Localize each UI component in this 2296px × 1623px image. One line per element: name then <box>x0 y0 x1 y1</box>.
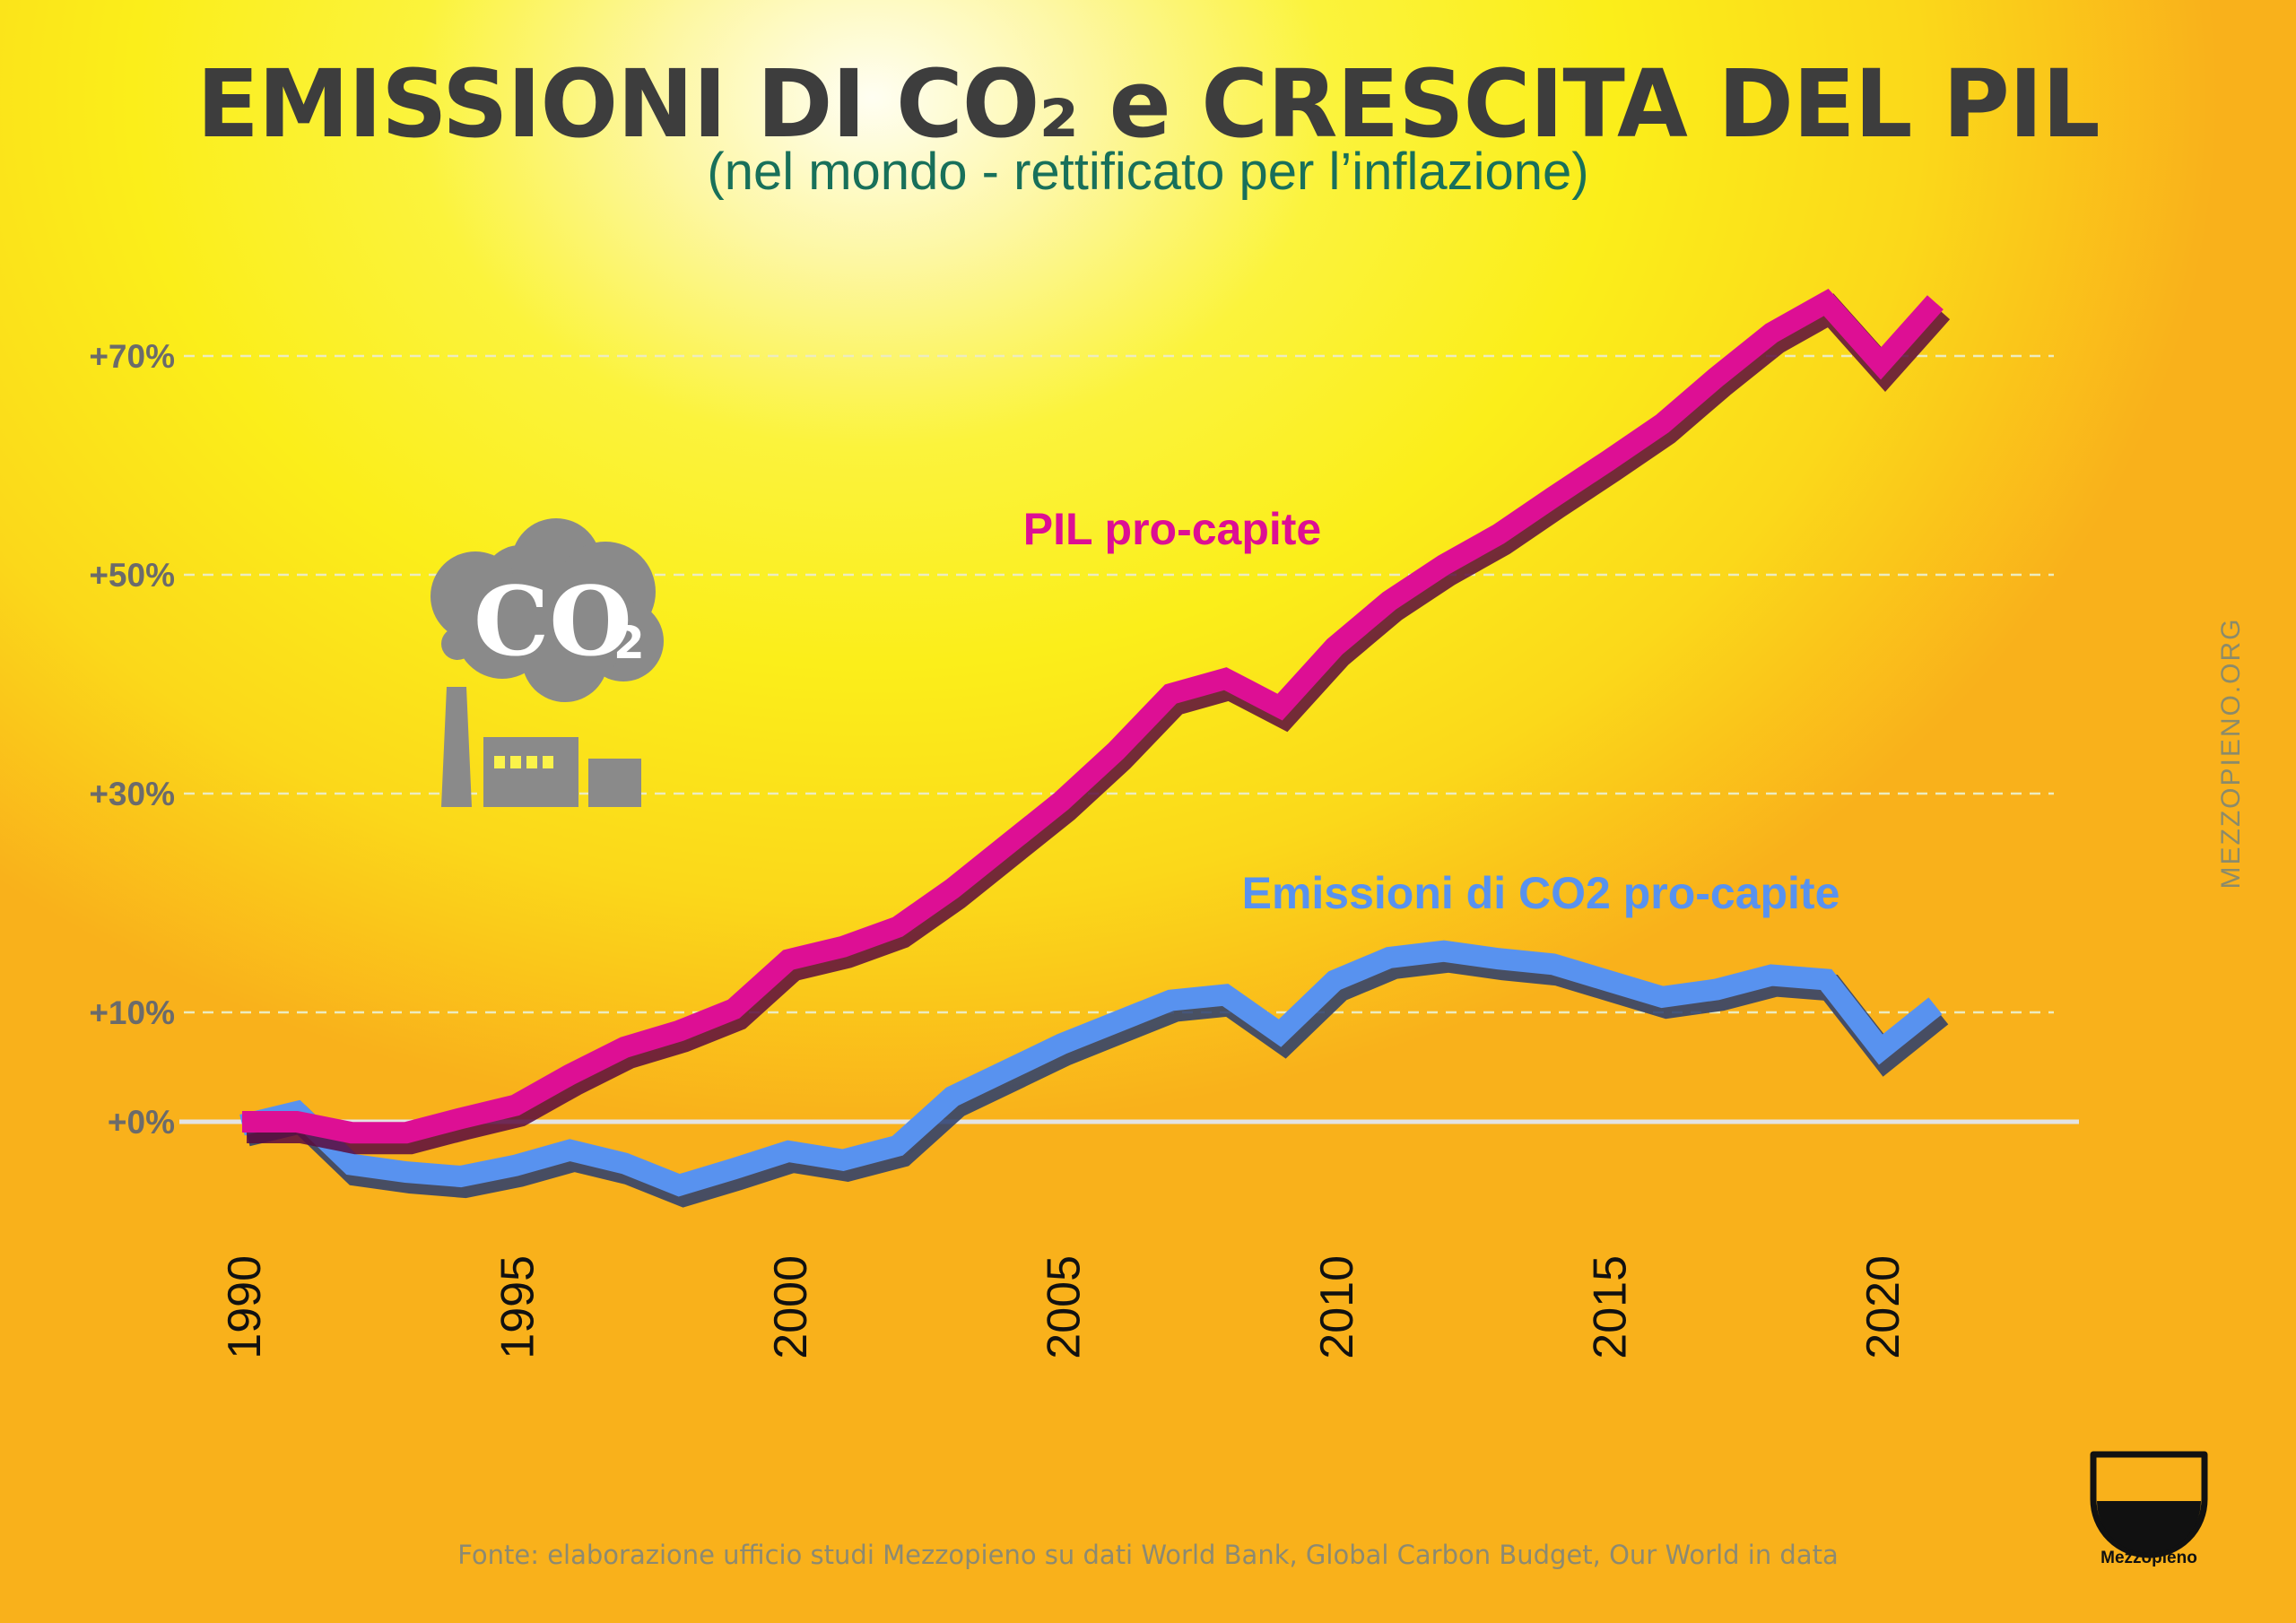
x-tick-label: 2000 <box>765 1255 817 1359</box>
x-tick-label: 2020 <box>1857 1255 1909 1359</box>
series-shadow-pil <box>247 293 1951 1155</box>
y-tick-label: +30% <box>89 776 175 812</box>
series-lines <box>239 289 1951 1208</box>
svg-text:CO: CO <box>474 565 632 677</box>
series-label-pil: PIL pro-capite <box>1023 504 1321 554</box>
x-tick-label: 1995 <box>492 1255 544 1359</box>
y-tick-label: +50% <box>89 557 175 594</box>
series-line-co2 <box>239 940 1943 1197</box>
x-tick-label: 2015 <box>1585 1255 1637 1359</box>
x-tick-label: 2005 <box>1039 1255 1091 1359</box>
y-tick-label: +0% <box>108 1104 175 1141</box>
page-subtitle: (nel mondo - rettificato per l’inflazion… <box>707 143 1589 201</box>
y-tick-label: +10% <box>89 994 175 1031</box>
series-line-pil <box>242 289 1944 1144</box>
source-note: Fonte: elaborazione ufficio studi Mezzop… <box>457 1540 1839 1570</box>
x-tick-label: 1990 <box>219 1255 271 1359</box>
x-axis-ticks: 1990 1995 2000 2005 2010 2015 2020 <box>219 1255 1909 1359</box>
co2-factory-icon: CO 2 <box>430 518 664 807</box>
website-watermark: MEZZOPIENO.ORG <box>2216 617 2246 890</box>
y-tick-label: +70% <box>89 338 175 375</box>
mezzopieno-logo <box>2090 1451 2208 1558</box>
y-axis-ticks: +70% +50% +30% +10% +0% <box>89 338 175 1141</box>
series-label-co2: Emissioni di CO2 pro-capite <box>1242 868 1840 918</box>
page-title: EMISSIONI DI CO₂ e CRESCITA DEL PIL <box>196 49 2100 159</box>
x-tick-label: 2010 <box>1311 1255 1363 1359</box>
svg-text:2: 2 <box>613 617 645 669</box>
brand-name: Mezzopieno <box>2100 1549 2197 1567</box>
